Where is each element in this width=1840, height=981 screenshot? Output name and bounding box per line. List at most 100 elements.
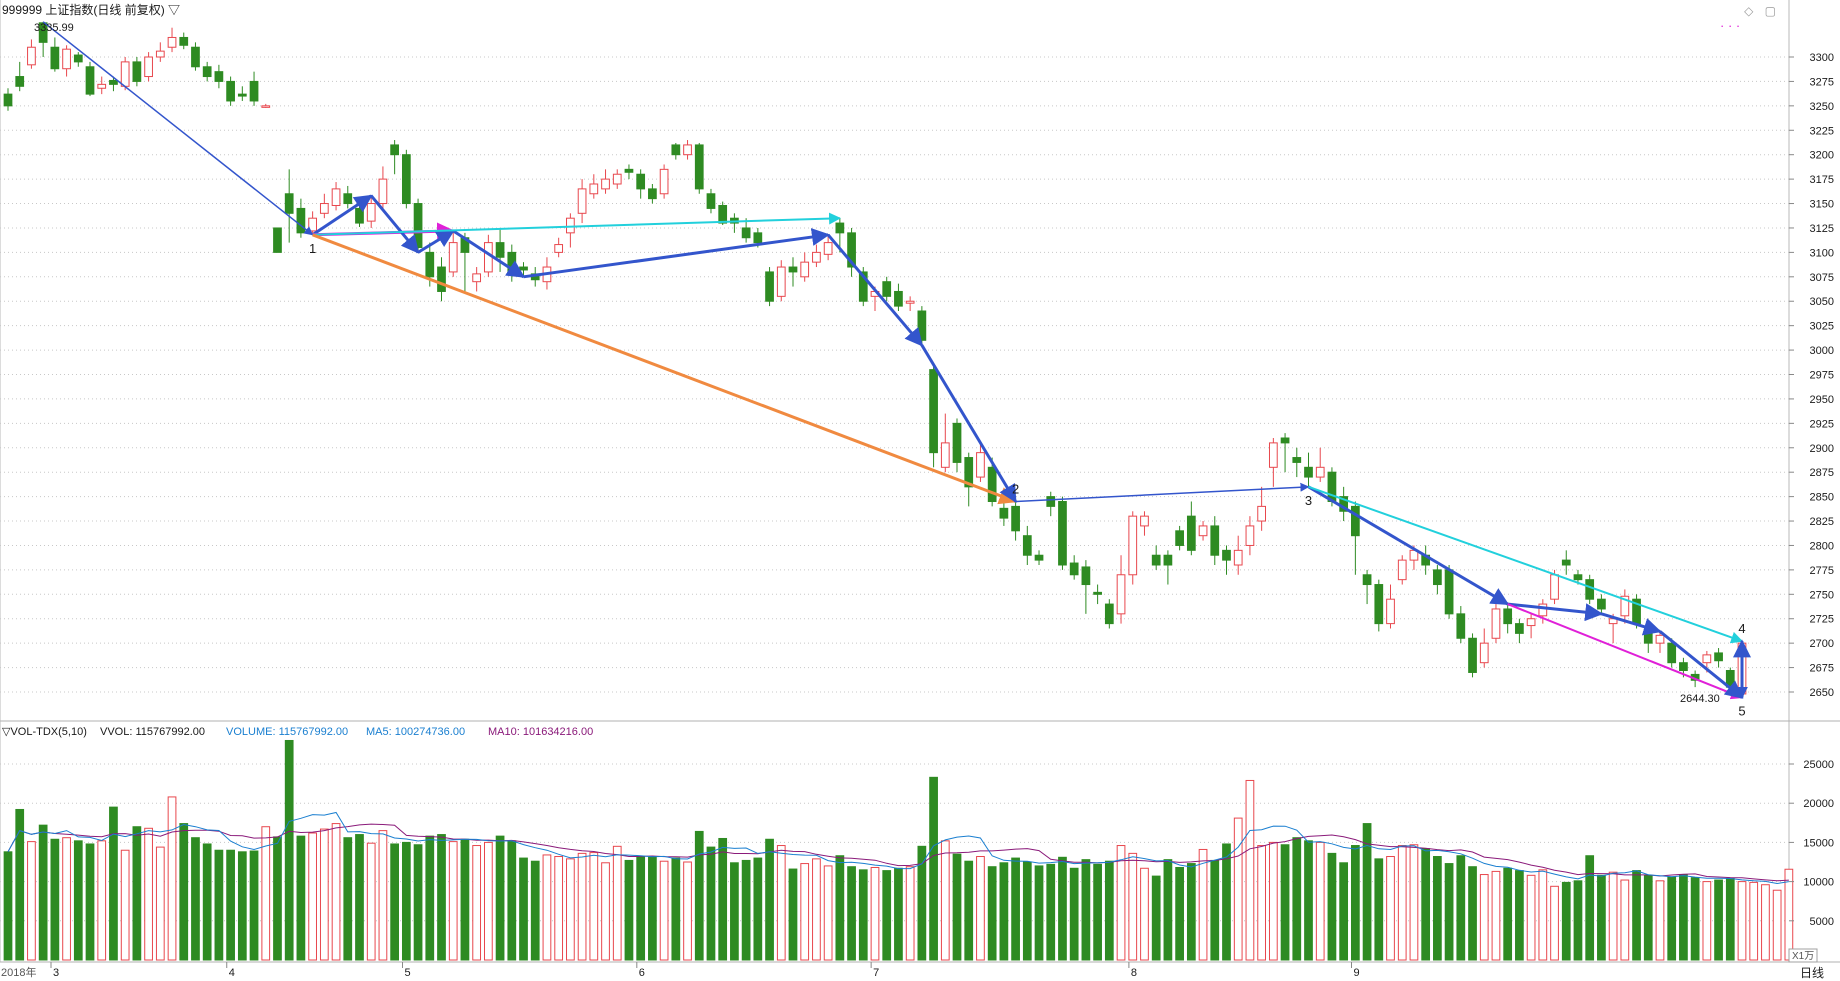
volume-bar [1198, 848, 1208, 961]
volume-bar [97, 840, 107, 961]
period-label[interactable]: 日线 [1800, 966, 1824, 980]
volume-bar [1233, 817, 1243, 961]
volume-bar [226, 849, 235, 961]
ma5-readout: MA5: 100274736.00 [366, 726, 465, 738]
candle-body [366, 203, 376, 222]
volume-bar [1151, 875, 1161, 961]
volume-bar [1515, 870, 1524, 961]
volume-bar [940, 840, 950, 961]
wave-line [1600, 612, 1662, 636]
price-tick-label: 2650 [1810, 687, 1834, 699]
candle-body [343, 193, 353, 205]
marker-dots: · · · [1720, 18, 1740, 33]
candle-body [648, 188, 657, 200]
price-tick-label: 2675 [1810, 663, 1834, 675]
volume-bar [1620, 879, 1630, 961]
volume-bar [671, 857, 681, 961]
month-tick-label: 8 [1131, 967, 1137, 979]
candle-body [1679, 662, 1688, 672]
candle-body [273, 227, 282, 253]
price-tick-label: 3200 [1810, 150, 1834, 162]
volume-bar [1784, 868, 1794, 961]
volume-bar [1374, 858, 1384, 961]
price-tick-label: 2725 [1810, 614, 1834, 626]
candle-body [144, 56, 153, 78]
volume-bar [917, 845, 927, 961]
volume-bar [1069, 867, 1079, 961]
candle-body [1714, 652, 1723, 662]
volume-bar [1761, 884, 1770, 961]
price-tick-label: 3050 [1810, 296, 1834, 308]
candle-body [50, 46, 60, 70]
candle-body [73, 54, 83, 63]
candle-body [1585, 579, 1595, 600]
candle-body [1350, 505, 1360, 537]
candle-body [800, 261, 810, 278]
candle-body [308, 217, 317, 232]
candle-body [987, 466, 997, 502]
volume-bar [495, 835, 505, 961]
price-tick-label: 3100 [1810, 247, 1834, 259]
candle-body [1128, 515, 1138, 576]
month-tick-label: 7 [873, 967, 879, 979]
candle-body [1538, 603, 1548, 617]
volume-bar [1280, 844, 1290, 961]
volume-bar [425, 835, 435, 961]
candle-body [1257, 505, 1267, 522]
candle-body [659, 168, 669, 195]
volume-tick-label: 20000 [1803, 798, 1834, 810]
wave-line [1507, 602, 1604, 622]
candle-body [1140, 515, 1149, 527]
price-tick-label: 3275 [1810, 76, 1834, 88]
volume-bar [1679, 874, 1688, 961]
volume-bar [343, 837, 353, 961]
volume-bar [507, 840, 517, 961]
candle-body [1315, 466, 1325, 478]
volume-bar [179, 823, 189, 961]
volume-bar [1655, 880, 1665, 961]
candle-body [812, 251, 821, 263]
volume-indicator-name[interactable]: ▽VOL-TDX(5,10) [2, 726, 87, 738]
candle-body [1397, 559, 1407, 581]
wave-label: 2 [1012, 482, 1019, 497]
volume-bar [1268, 841, 1278, 961]
candle-body [437, 266, 446, 292]
volume-bar [683, 861, 692, 961]
candle-body [683, 144, 692, 156]
candle-body [1597, 598, 1606, 610]
volume-bar [636, 856, 646, 961]
volume-bar [765, 838, 774, 961]
volume-bar [835, 855, 845, 961]
wave-line [1015, 482, 1310, 503]
candle-body [1444, 569, 1454, 615]
volume-bar [1491, 870, 1501, 961]
candle-body [1116, 574, 1126, 615]
candle-body [1304, 466, 1313, 478]
price-tick-label: 2950 [1810, 394, 1834, 406]
volume-bar [1140, 867, 1149, 961]
volume-bar [976, 856, 985, 961]
candle-body [1210, 525, 1220, 556]
candle-body [1022, 535, 1032, 556]
volume-bar [577, 852, 587, 961]
wave-line [1308, 485, 1744, 644]
candle-body [976, 452, 985, 478]
candle-body [378, 178, 388, 205]
volume-bar [366, 842, 376, 961]
candle-body [765, 271, 774, 302]
volume-bar [1011, 857, 1020, 961]
volume-bar [15, 808, 25, 961]
volume-bar [1116, 845, 1126, 961]
price-tick-label: 2875 [1810, 467, 1834, 479]
wave-line [452, 229, 526, 279]
month-tick-label: 3 [53, 967, 59, 979]
candle-body [97, 83, 107, 89]
volume-bar [1444, 863, 1454, 961]
candle-body [1667, 642, 1677, 664]
candle-body [554, 244, 564, 253]
window-icons[interactable]: ◇ ▢ [1744, 4, 1780, 18]
volume-bar [1597, 874, 1606, 961]
candle-body [905, 300, 915, 304]
year-label: 2018年 [1, 965, 36, 979]
candle-body [38, 22, 48, 43]
